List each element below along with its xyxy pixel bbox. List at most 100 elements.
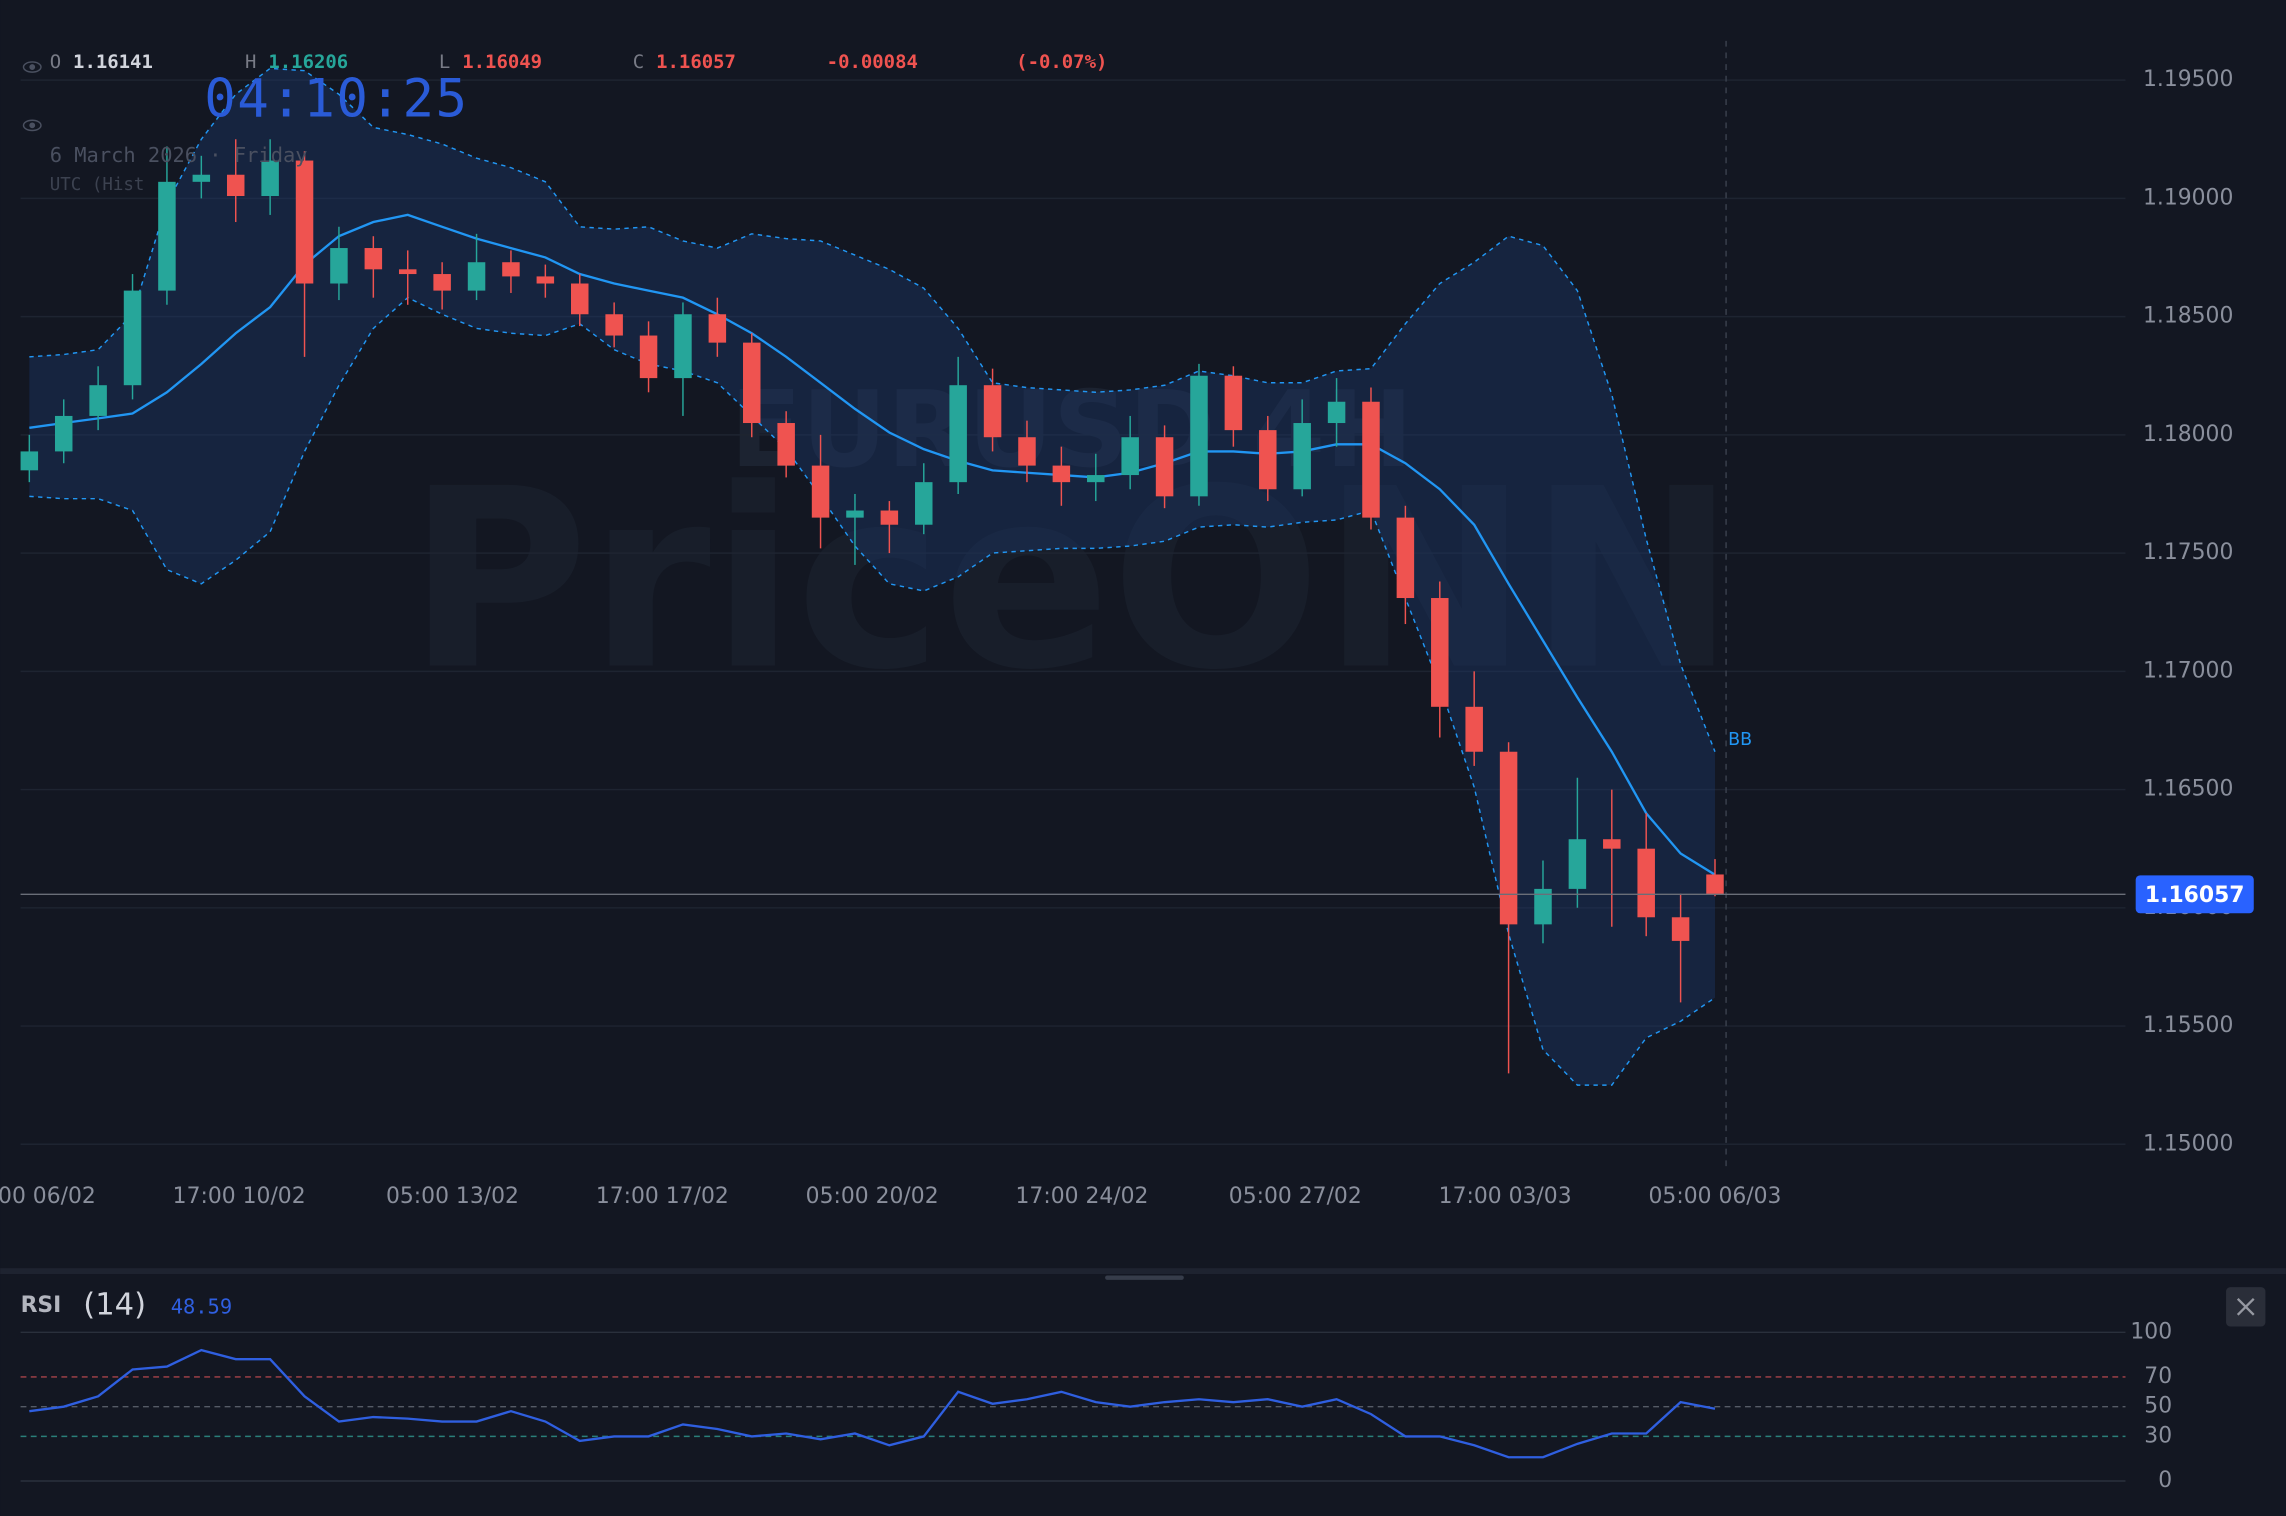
candle-body (1259, 430, 1277, 490)
candle-body (1121, 437, 1139, 476)
brand-watermark: PriceONN (407, 437, 1736, 725)
candle-body (20, 451, 39, 471)
candle-body (54, 415, 73, 452)
rsi-period: (14) (83, 1288, 146, 1323)
rsi-tick-label: 30 (2144, 1423, 2172, 1448)
rsi-label: RSI (21, 1293, 62, 1318)
candle-body (398, 269, 417, 275)
change-percent: (-0.07%) (1016, 51, 1107, 73)
candle-body (1155, 437, 1174, 497)
ohlc-value: 1.16057 (656, 51, 736, 73)
date: 6 March 2026 · Friday (50, 143, 308, 167)
rsi-tick-label: 0 (2158, 1468, 2172, 1493)
candle-body (846, 510, 864, 518)
change: -0.00084 (827, 51, 918, 73)
ohlc-value: 1.16049 (462, 51, 542, 73)
rsi-panel: RSI (14) 48.59 0 30 50 70 100 (0, 1268, 2286, 1493)
band-fill (29, 68, 1715, 1086)
ohlc-value: 1.16141 (73, 51, 153, 73)
candle-body (605, 314, 623, 336)
candle-body (89, 385, 107, 416)
x-tick-label: 05:00 06/02 (0, 1184, 96, 1209)
last-price-tag (2135, 875, 2254, 914)
price-plot: 1.150001.155001.160001.165001.170001.175… (0, 40, 2254, 1209)
y-tick-label: 1.17000 (2143, 658, 2233, 683)
candle-body (1637, 848, 1655, 918)
candle-body (708, 314, 727, 343)
candle-body (1431, 598, 1449, 707)
rsi-tick-label: 70 (2144, 1364, 2172, 1389)
close-button[interactable] (2226, 1287, 2266, 1327)
resize-handle[interactable] (1105, 1275, 1184, 1280)
candle-body (674, 314, 692, 379)
candle-body (330, 248, 348, 284)
clock: 04:10:25 (204, 69, 468, 130)
candle-body (261, 160, 279, 197)
last-price-label: 1.16057 (2145, 883, 2245, 908)
x-tick-label: 05:00 06/03 (1649, 1184, 1782, 1209)
x-tick-label: 05:00 20/02 (806, 1184, 939, 1209)
candle-body (1396, 517, 1415, 599)
ohlc-label: O (50, 51, 61, 73)
y-tick-label: 1.18000 (2143, 422, 2233, 447)
candle-body (192, 174, 211, 182)
y-tick-label: 1.17500 (2143, 540, 2233, 565)
candle-body (1190, 375, 1208, 497)
rsi-tick-label: 50 (2144, 1394, 2172, 1419)
candle-body (1293, 423, 1311, 490)
candle-body (639, 335, 658, 379)
candle-body (226, 174, 245, 197)
candle-body (433, 274, 451, 291)
rsi-tick-label: 100 (2130, 1319, 2172, 1344)
candle-body (915, 482, 933, 525)
candle-body (1465, 706, 1483, 752)
y-tick-label: 1.19000 (2143, 185, 2233, 210)
panel-separator[interactable] (0, 1268, 2286, 1275)
candle-body (1052, 465, 1071, 483)
candle-body (502, 262, 520, 277)
y-tick-label: 1.19500 (2143, 67, 2233, 92)
candle-body (743, 342, 761, 424)
candle-body (1603, 839, 1621, 849)
candle-body (1706, 874, 1724, 895)
candle-body (1534, 888, 1552, 925)
x-tick-label: 17:00 24/02 (1016, 1184, 1149, 1209)
y-tick-label: 1.15500 (2143, 1013, 2233, 1038)
candle-body (1499, 751, 1518, 925)
candle-body (536, 276, 555, 284)
candle-body (1224, 375, 1243, 431)
candle-body (1568, 839, 1587, 889)
band-label: BB (1728, 730, 1752, 750)
candle-body (1362, 401, 1380, 518)
candle-body (1671, 917, 1690, 941)
candle-body (1327, 401, 1346, 424)
candle-body (880, 510, 899, 525)
candle-body (983, 385, 1002, 438)
candle-body (123, 290, 142, 386)
ohlc-label: L (439, 51, 450, 73)
eye-icon[interactable] (22, 119, 42, 132)
candle-body (811, 465, 830, 518)
candle-body (949, 385, 967, 483)
ohlc-label: H (245, 51, 256, 73)
candle-body (467, 262, 486, 291)
x-tick-label: 17:00 17/02 (596, 1184, 729, 1209)
ohlc-value: 1.16206 (268, 51, 348, 73)
y-tick-label: 1.16500 (2143, 777, 2233, 802)
candle-body (158, 181, 176, 291)
candle-body (1018, 437, 1036, 466)
candle-body (571, 283, 589, 315)
timezone: UTC (Hist (50, 175, 145, 195)
candle-body (295, 160, 314, 284)
candle-body (777, 423, 795, 466)
x-tick-label: 05:00 13/02 (386, 1184, 519, 1209)
candle-body (364, 248, 383, 270)
x-tick-label: 17:00 10/02 (173, 1184, 306, 1209)
rsi-line (29, 1348, 1716, 1459)
ohlc-label: C (633, 51, 644, 73)
eye-icon[interactable] (22, 61, 42, 73)
legend-header: 04:10:25 6 March 2026 · Friday UTC (Hist… (22, 51, 1107, 195)
y-tick-label: 1.15000 (2143, 1131, 2233, 1156)
band-upper (29, 67, 1716, 752)
